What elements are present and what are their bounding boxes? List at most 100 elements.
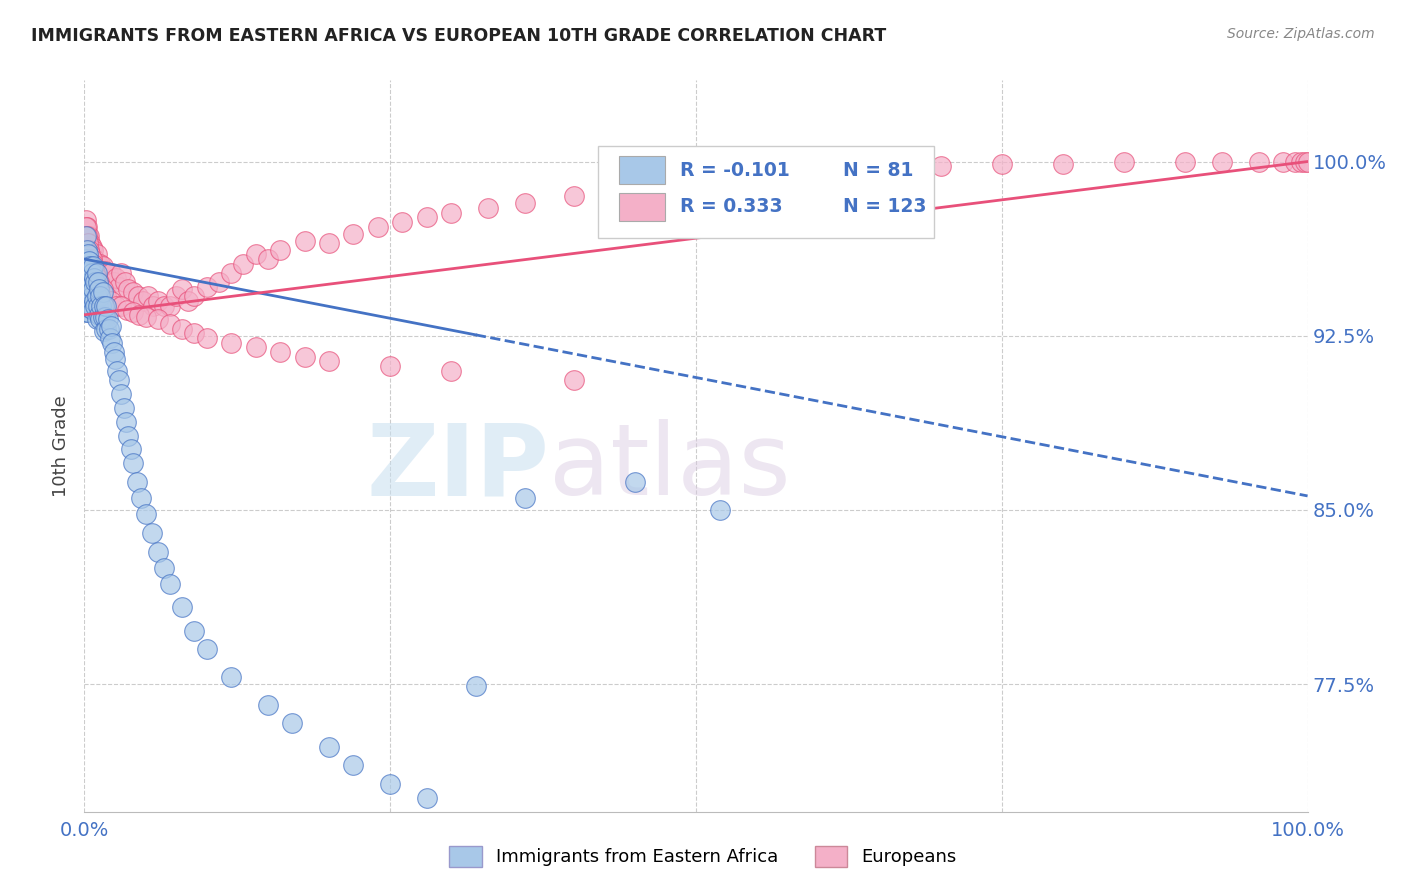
Point — [232, 257, 254, 271]
FancyBboxPatch shape — [598, 146, 935, 237]
Point — [141, 526, 163, 541]
Point — [1052, 157, 1074, 171]
Point — [89, 257, 111, 271]
Point — [75, 219, 97, 234]
Point — [87, 299, 110, 313]
Point — [1296, 154, 1319, 169]
Point — [1211, 154, 1233, 169]
Point — [110, 266, 132, 280]
Point — [122, 305, 145, 319]
Point — [208, 275, 231, 289]
Point — [294, 234, 316, 248]
Point — [79, 247, 101, 261]
Point — [82, 243, 104, 257]
Point — [172, 600, 194, 615]
Point — [77, 299, 100, 313]
Point — [77, 243, 100, 257]
Point — [75, 252, 97, 266]
Point — [87, 282, 110, 296]
Point — [1247, 154, 1270, 169]
Point — [1174, 154, 1197, 169]
Point — [76, 243, 98, 257]
Point — [159, 577, 181, 591]
Point — [100, 293, 122, 308]
Point — [97, 312, 120, 326]
Text: atlas: atlas — [550, 419, 790, 516]
Point — [76, 252, 98, 266]
Text: ZIP: ZIP — [367, 419, 550, 516]
Point — [142, 299, 165, 313]
Point — [82, 303, 104, 318]
Text: R = -0.101: R = -0.101 — [681, 161, 790, 180]
Point — [87, 308, 110, 322]
Text: Source: ZipAtlas.com: Source: ZipAtlas.com — [1227, 27, 1375, 41]
Point — [91, 285, 114, 299]
Point — [183, 289, 205, 303]
Point — [101, 335, 124, 350]
Point — [82, 257, 104, 271]
Point — [391, 215, 413, 229]
Point — [165, 289, 187, 303]
Point — [91, 282, 114, 296]
Point — [257, 252, 280, 266]
Point — [87, 275, 110, 289]
Point — [89, 312, 111, 326]
Point — [86, 312, 108, 326]
Point — [84, 275, 107, 289]
Point — [146, 293, 169, 308]
Point — [103, 275, 125, 289]
Point — [110, 386, 132, 401]
Point — [80, 266, 103, 280]
Point — [79, 266, 101, 280]
Point — [219, 266, 242, 280]
Point — [80, 240, 103, 254]
Point — [79, 235, 101, 250]
Point — [86, 266, 108, 280]
Point — [77, 266, 100, 280]
Point — [96, 322, 118, 336]
Point — [245, 340, 267, 354]
Point — [513, 491, 536, 506]
Point — [135, 310, 157, 325]
FancyBboxPatch shape — [619, 156, 665, 184]
Point — [709, 173, 731, 187]
Point — [758, 169, 780, 183]
Point — [153, 299, 176, 313]
Point — [82, 257, 104, 271]
Point — [294, 350, 316, 364]
Point — [91, 310, 114, 325]
Point — [96, 299, 118, 313]
Point — [75, 228, 97, 243]
Point — [1294, 154, 1316, 169]
Point — [195, 642, 218, 657]
Point — [89, 289, 111, 303]
Point — [94, 263, 117, 277]
Point — [86, 266, 108, 280]
Point — [93, 324, 115, 338]
Point — [245, 247, 267, 261]
Point — [367, 219, 389, 234]
Point — [75, 270, 97, 285]
Point — [105, 299, 128, 313]
Text: R = 0.333: R = 0.333 — [681, 197, 783, 217]
Point — [80, 289, 103, 303]
Point — [1284, 154, 1306, 169]
Point — [77, 254, 100, 268]
Point — [75, 212, 97, 227]
Point — [380, 359, 402, 373]
Point — [79, 259, 101, 273]
Y-axis label: 10th Grade: 10th Grade — [52, 395, 70, 497]
Point — [342, 758, 364, 772]
Point — [76, 299, 98, 313]
Point — [129, 491, 152, 506]
Point — [77, 243, 100, 257]
Point — [612, 182, 634, 196]
Point — [110, 299, 132, 313]
Point — [77, 228, 100, 243]
Point — [122, 457, 145, 471]
Point — [76, 275, 98, 289]
Point — [83, 252, 105, 266]
Point — [153, 561, 176, 575]
Point — [416, 790, 439, 805]
Point — [98, 331, 121, 345]
